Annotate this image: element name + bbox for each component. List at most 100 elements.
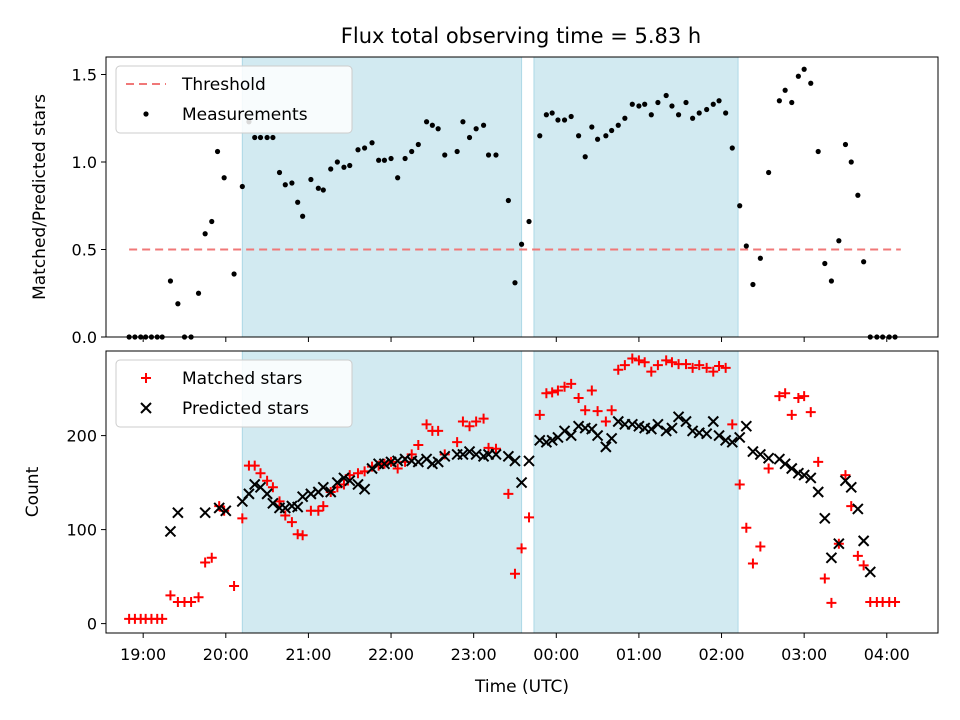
matched-star-point: [237, 513, 248, 524]
legend: Matched stars Predicted stars: [115, 359, 353, 428]
predicted-star-point: [591, 429, 604, 442]
legend-entry-label: Predicted stars: [182, 399, 309, 419]
measurement-point: [429, 122, 435, 128]
predicted-star-point: [412, 456, 425, 468]
predicted-star-point: [546, 434, 558, 447]
legend-entry-label: Matched stars: [182, 369, 302, 389]
matched-star-point: [774, 391, 785, 402]
matched-star-point: [600, 416, 611, 427]
matched-star-point: [646, 366, 657, 377]
measurement-point: [815, 148, 821, 155]
measurement-point: [848, 159, 854, 165]
matched-star-point: [701, 362, 712, 373]
predicted-star-point: [660, 425, 672, 437]
observing-interval-1: [533, 56, 739, 338]
matched-star-point: [566, 378, 577, 389]
measurement-point: [543, 112, 549, 118]
x-tick-label: 00:00: [533, 645, 579, 664]
y-tick-label: 0.5: [72, 241, 97, 260]
predicted-star-point: [439, 450, 451, 462]
bottom-panel-counts: 0 100 200 19:00 20:00 21:00 22:00 23:00 00:00 01:…: [23, 350, 939, 697]
predicted-star-point: [652, 418, 664, 431]
predicted-star-point: [358, 483, 371, 495]
matched-star-point: [633, 355, 644, 366]
measurement-point: [415, 141, 421, 148]
measurement-point: [743, 243, 749, 249]
legend-entry-label: Measurements: [182, 105, 308, 125]
measurement-point: [636, 103, 642, 109]
predicted-star-point: [279, 502, 291, 514]
measurement-point: [308, 176, 314, 183]
legend-box: [115, 359, 353, 428]
matched-star-point: [619, 360, 630, 371]
matched-star-point: [813, 456, 824, 467]
matched-star-point: [627, 353, 638, 364]
matched-star-point: [826, 597, 837, 608]
predicted-star-point: [805, 472, 817, 484]
x-tick-label: 04:00: [864, 645, 910, 664]
measurement-point: [648, 112, 654, 118]
predicted-star-point: [565, 429, 577, 442]
measurement-point: [716, 98, 722, 104]
predicted-star-point: [833, 537, 845, 550]
measurement-point: [683, 99, 689, 106]
measurement-point: [782, 87, 788, 93]
predicted-star-point: [220, 505, 232, 517]
matched-star-point: [586, 385, 597, 396]
measurement-point: [615, 122, 621, 128]
measurement-point: [320, 187, 326, 193]
predicted-star-point: [605, 432, 618, 445]
predicted-star-point: [612, 415, 624, 428]
matched-star-point: [727, 419, 738, 430]
predicted-star-point: [700, 428, 713, 440]
matched-star-point: [666, 357, 677, 368]
matched-star-point: [799, 391, 810, 402]
matched-star-point: [229, 581, 240, 591]
predicted-star-point: [713, 429, 725, 442]
predicted-star-point: [779, 458, 791, 470]
predicted-star-point: [726, 436, 738, 448]
legend: Threshold Measurements: [115, 65, 353, 134]
predicted-star-point: [707, 415, 719, 428]
measurement-point: [395, 175, 401, 181]
matched-star-point: [186, 596, 197, 607]
matched-star-point: [786, 409, 797, 420]
measurement-point: [231, 271, 237, 277]
measurement-point: [575, 133, 582, 139]
matched-star-point: [421, 419, 432, 430]
measurement-point: [328, 166, 334, 172]
predicted-star-point: [600, 441, 612, 453]
y-axis-label: Matched/Predicted stars: [30, 94, 50, 300]
y-tick-label: 1.5: [72, 66, 97, 85]
predicted-star-point: [680, 415, 692, 428]
predicted-star-point: [352, 478, 364, 491]
matched-star-point: [524, 512, 535, 523]
measurement-point: [270, 134, 276, 141]
y-tick-label: 1.0: [72, 153, 97, 172]
series-matched-stars: [124, 353, 901, 624]
y-tick-label: 200: [66, 427, 97, 446]
measurement-point: [512, 280, 518, 286]
measurement-point: [209, 218, 215, 225]
predicted-star-point: [666, 422, 678, 434]
matched-star-point: [165, 590, 176, 601]
measurement-point: [675, 112, 682, 118]
matched-star-point: [681, 359, 692, 370]
x-tick-label: 23:00: [451, 645, 497, 664]
predicted-star-point: [852, 503, 864, 515]
measurement-point: [690, 115, 696, 121]
matched-star-point: [720, 362, 731, 373]
matched-star-point: [805, 407, 816, 418]
predicted-star-point: [734, 431, 746, 444]
predicted-star-point: [864, 566, 876, 578]
matched-star-point: [516, 543, 527, 554]
matched-star-point: [392, 463, 403, 474]
matched-star-point: [413, 440, 424, 450]
matched-star-point: [694, 360, 705, 371]
measurement-point: [376, 157, 382, 163]
measurement-point: [526, 218, 532, 225]
predicted-star-point: [645, 423, 658, 435]
x-tick-label: 22:00: [368, 645, 414, 664]
predicted-star-point: [534, 434, 546, 447]
